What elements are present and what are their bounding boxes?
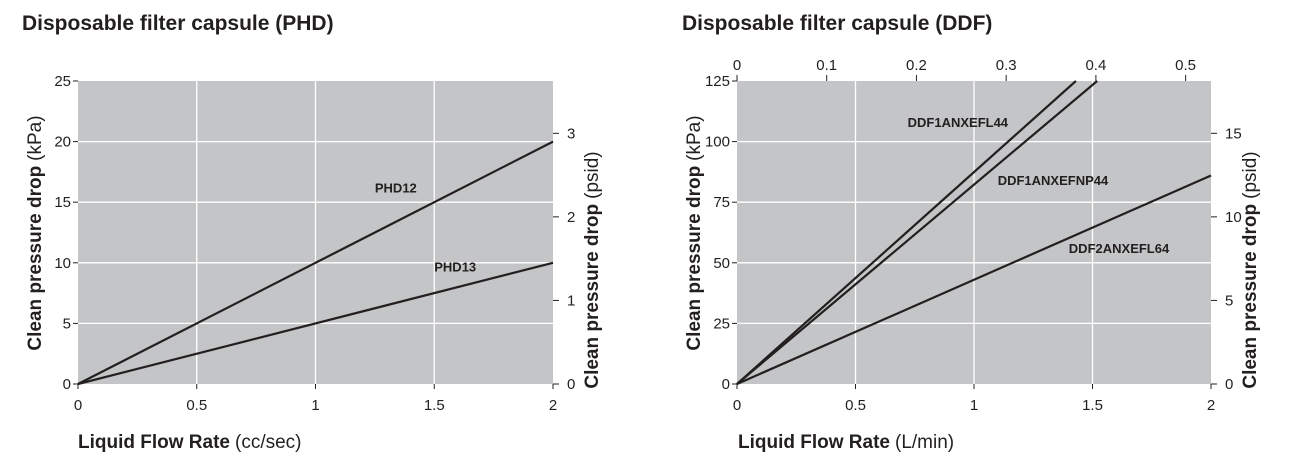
series-label-phd12: PHD12 (375, 181, 417, 196)
chart-phd-series: PHD12 PHD13 (77, 140, 554, 386)
chart-ddf-grid (737, 81, 1211, 384)
chart-phd-y2-axis-label: Clean pressure drop(psid) (582, 151, 603, 388)
chart-phd-x-ticks: 0 0.5 1 1.5 2 (74, 384, 557, 414)
series-label-ddf2anxefl64: DDF2ANXEFL64 (1069, 241, 1170, 256)
chart-phd-x-axis-label: Liquid Flow Rate (cc/sec) (78, 432, 302, 453)
y-tick-label: 25 (54, 73, 71, 90)
chart-ddf-x2-ticks: 0 0.1 0.2 0.3 0.4 0.5 (733, 57, 1196, 81)
y-tick-label: 125 (705, 73, 730, 90)
chart-ddf-y2-axis-label: Clean pressure drop(psid) (1240, 151, 1261, 388)
x2-tick-label: 0 (733, 57, 741, 74)
x-tick-label: 2 (1207, 397, 1215, 414)
chart-ddf: Disposable filter capsule (DDF) 02550751… (682, 12, 1261, 453)
x-tick-label: 0.5 (186, 397, 207, 414)
series-line-phd12 (77, 140, 554, 385)
chart-ddf-series: DDF1ANXEFL44 DDF1ANXEFNP44 DDF2ANXEFL64 (736, 80, 1212, 386)
x-tick-label: 0.5 (845, 397, 866, 414)
y2-tick-label: 1 (567, 292, 575, 309)
chart-ddf-y2-ticks: 0 5 10 15 (1211, 125, 1242, 393)
chart-phd-y-axis-label: Clean pressure drop(kPa) (25, 115, 46, 350)
chart-ddf-y-ticks: 0 25 50 75 100 125 (705, 73, 737, 393)
chart-phd-y2-ticks: 0 1 2 3 (553, 125, 575, 393)
x-tick-label: 2 (549, 397, 557, 414)
chart-phd-y-ticks: 0 5 10 15 20 25 (54, 73, 78, 393)
x-tick-label: 1.5 (1082, 397, 1103, 414)
x-tick-label: 0 (733, 397, 741, 414)
y-tick-label: 75 (713, 194, 730, 211)
y2-tick-label: 3 (567, 125, 575, 142)
series-label-ddf1anxefnp44: DDF1ANXEFNP44 (998, 173, 1109, 188)
x-tick-label: 0 (74, 397, 82, 414)
y-tick-label: 0 (722, 376, 730, 393)
y-tick-label: 100 (705, 134, 730, 151)
y2-tick-label: 5 (1225, 292, 1233, 309)
x2-tick-label: 0.1 (816, 57, 837, 74)
x2-tick-label: 0.2 (906, 57, 927, 74)
chart-ddf-x-ticks: 0 0.5 1 1.5 2 (733, 384, 1215, 414)
chart-phd-title: Disposable filter capsule (PHD) (22, 12, 334, 35)
y-tick-label: 5 (63, 315, 71, 332)
y-tick-label: 15 (54, 194, 71, 211)
x-tick-label: 1 (311, 397, 319, 414)
x-tick-label: 1 (970, 397, 978, 414)
chart-ddf-x-axis-label: Liquid Flow Rate (L/min) (738, 432, 954, 453)
series-line-ddf1anxefl44 (736, 80, 1077, 385)
series-line-phd13 (77, 261, 554, 386)
y-tick-label: 10 (54, 255, 71, 272)
y-tick-label: 25 (713, 315, 730, 332)
series-label-phd13: PHD13 (434, 259, 476, 274)
chart-phd: Disposable filter capsule (PHD) 05101520… (22, 12, 603, 453)
y2-tick-label: 0 (567, 376, 575, 393)
series-line-ddf2anxefl64 (736, 174, 1212, 386)
chart-ddf-y-axis-label: Clean pressure drop(kPa) (684, 115, 705, 350)
x2-tick-label: 0.3 (996, 57, 1017, 74)
chart-ddf-title: Disposable filter capsule (DDF) (682, 12, 992, 35)
y2-tick-label: 2 (567, 209, 575, 226)
y2-tick-label: 15 (1225, 125, 1242, 142)
y2-tick-label: 10 (1225, 209, 1242, 226)
x2-tick-label: 0.5 (1175, 57, 1196, 74)
y-tick-label: 20 (54, 134, 71, 151)
y2-tick-label: 0 (1225, 376, 1233, 393)
series-label-ddf1anxefl44: DDF1ANXEFL44 (908, 115, 1009, 130)
y-tick-label: 0 (63, 376, 71, 393)
x-tick-label: 1.5 (424, 397, 445, 414)
series-line-ddf1anxefnp44 (736, 80, 1098, 385)
y-tick-label: 50 (713, 255, 730, 272)
x2-tick-label: 0.4 (1085, 57, 1106, 74)
